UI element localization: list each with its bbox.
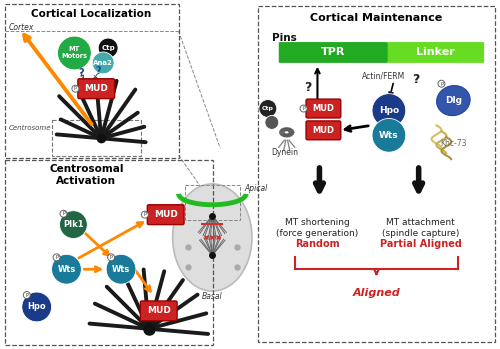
Text: MT
Motors: MT Motors xyxy=(62,46,88,59)
Text: MUD: MUD xyxy=(312,126,334,135)
Text: Dynein: Dynein xyxy=(271,148,298,157)
Bar xyxy=(258,6,495,342)
Circle shape xyxy=(60,210,67,217)
Text: Pins: Pins xyxy=(272,33,296,43)
Text: P: P xyxy=(26,293,28,298)
Text: Centrosomal
Activation: Centrosomal Activation xyxy=(49,164,124,186)
Text: Partial Aligned: Partial Aligned xyxy=(380,239,462,250)
Circle shape xyxy=(259,99,277,118)
FancyBboxPatch shape xyxy=(279,42,388,63)
Bar xyxy=(184,185,240,220)
Circle shape xyxy=(372,118,406,152)
Text: P: P xyxy=(62,211,65,216)
Text: P: P xyxy=(74,87,77,91)
Text: Aligned: Aligned xyxy=(352,288,401,298)
Text: Wts: Wts xyxy=(379,131,398,140)
FancyBboxPatch shape xyxy=(388,42,484,63)
FancyBboxPatch shape xyxy=(306,99,341,118)
Text: P: P xyxy=(302,106,305,111)
Text: Plk1: Plk1 xyxy=(63,220,84,229)
Circle shape xyxy=(52,254,82,284)
Text: Cortical Localization: Cortical Localization xyxy=(31,9,152,19)
Text: P: P xyxy=(440,82,443,87)
Text: MUD: MUD xyxy=(84,84,108,93)
Bar xyxy=(5,5,178,158)
Circle shape xyxy=(300,105,307,112)
Circle shape xyxy=(438,80,445,87)
Text: ?: ? xyxy=(304,81,312,94)
Text: P: P xyxy=(55,255,58,260)
Circle shape xyxy=(53,254,60,261)
Text: P: P xyxy=(144,213,146,217)
Text: Khc-73: Khc-73 xyxy=(440,139,466,148)
Text: Wts: Wts xyxy=(58,265,76,274)
Text: Dlg: Dlg xyxy=(445,96,462,105)
Text: Centrosome: Centrosome xyxy=(9,125,51,131)
Text: Random: Random xyxy=(295,239,340,250)
Circle shape xyxy=(22,292,52,322)
Text: MT attachment
(spindle capture): MT attachment (spindle capture) xyxy=(382,218,460,238)
Circle shape xyxy=(372,94,406,127)
FancyBboxPatch shape xyxy=(306,121,341,140)
Ellipse shape xyxy=(436,86,470,116)
FancyBboxPatch shape xyxy=(148,205,184,225)
Circle shape xyxy=(108,254,114,261)
Text: MUD: MUD xyxy=(312,104,334,113)
Text: TPR: TPR xyxy=(321,47,345,57)
Circle shape xyxy=(60,211,88,238)
Text: P: P xyxy=(110,255,112,260)
Text: Hpo: Hpo xyxy=(28,303,46,311)
Circle shape xyxy=(24,291,30,298)
Circle shape xyxy=(58,36,92,70)
Bar xyxy=(5,160,214,344)
Circle shape xyxy=(92,52,114,74)
Text: Linker: Linker xyxy=(416,47,455,57)
Bar xyxy=(52,120,141,156)
Text: MUD: MUD xyxy=(154,210,178,219)
Text: MUD: MUD xyxy=(147,306,171,315)
Text: ?: ? xyxy=(95,66,101,76)
Circle shape xyxy=(142,211,148,218)
Text: ?: ? xyxy=(78,68,84,78)
Text: Cortical Maintenance: Cortical Maintenance xyxy=(310,13,442,23)
Circle shape xyxy=(106,254,136,284)
Circle shape xyxy=(72,85,79,92)
Text: Ctp: Ctp xyxy=(102,45,115,51)
Text: Wts: Wts xyxy=(112,265,130,274)
Text: Hpo: Hpo xyxy=(379,106,399,115)
Text: Ana2: Ana2 xyxy=(94,60,113,66)
FancyBboxPatch shape xyxy=(78,79,114,99)
Circle shape xyxy=(98,38,118,58)
Text: Ctp: Ctp xyxy=(262,106,274,111)
Ellipse shape xyxy=(172,184,252,291)
Text: Actin/FERM: Actin/FERM xyxy=(362,71,406,80)
Text: MT shortening
(force generation): MT shortening (force generation) xyxy=(276,218,358,238)
Circle shape xyxy=(265,116,279,129)
Text: ?: ? xyxy=(412,73,419,86)
Text: Cortex: Cortex xyxy=(9,23,34,32)
Text: Apical: Apical xyxy=(244,184,268,193)
FancyBboxPatch shape xyxy=(140,301,177,321)
Text: Basal: Basal xyxy=(202,291,222,300)
